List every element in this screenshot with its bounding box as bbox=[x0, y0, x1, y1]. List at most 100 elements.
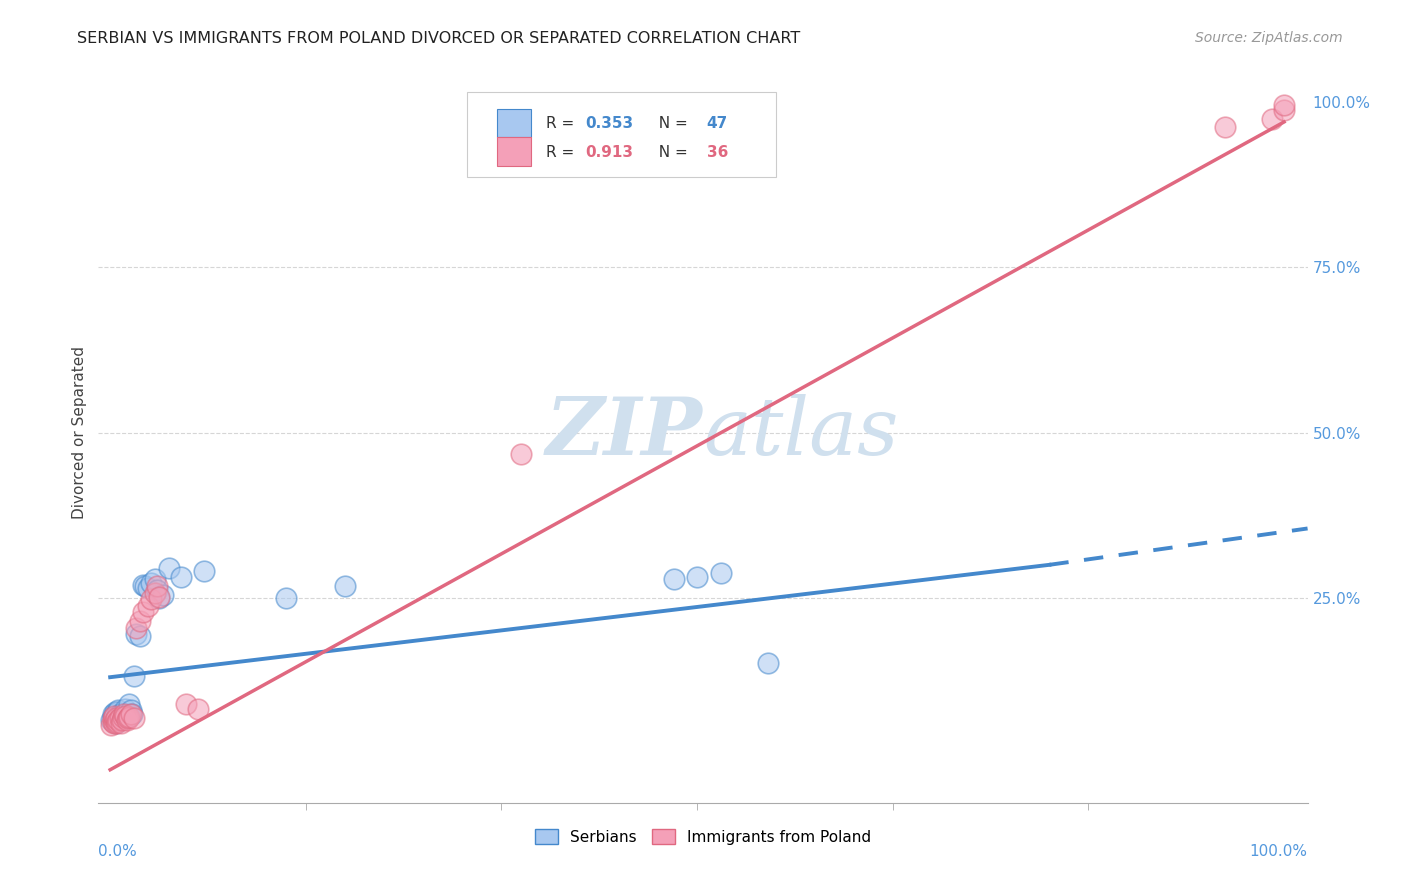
Point bbox=[111, 713, 134, 727]
Point bbox=[148, 591, 170, 605]
Point bbox=[108, 711, 131, 725]
Text: ZIP: ZIP bbox=[546, 394, 703, 471]
Point bbox=[104, 705, 127, 719]
Point bbox=[333, 579, 356, 593]
Point bbox=[136, 581, 159, 595]
Point bbox=[132, 606, 155, 620]
Point bbox=[104, 713, 127, 727]
Point bbox=[103, 711, 125, 725]
Text: R =: R = bbox=[546, 116, 579, 131]
Point bbox=[111, 706, 134, 721]
Point bbox=[105, 716, 128, 731]
Y-axis label: Divorced or Separated: Divorced or Separated bbox=[72, 346, 87, 519]
Point bbox=[120, 706, 142, 721]
Point bbox=[143, 573, 166, 587]
Point bbox=[143, 585, 166, 599]
Point bbox=[125, 621, 148, 635]
Text: 0.913: 0.913 bbox=[586, 145, 634, 160]
Point bbox=[104, 713, 127, 727]
Point bbox=[105, 716, 128, 731]
Point bbox=[101, 715, 124, 730]
Point bbox=[169, 570, 191, 584]
Point bbox=[105, 708, 128, 723]
Point bbox=[510, 447, 533, 461]
Point bbox=[112, 708, 135, 723]
Point bbox=[107, 703, 129, 717]
Point bbox=[122, 711, 145, 725]
FancyBboxPatch shape bbox=[498, 109, 531, 136]
Text: 0.353: 0.353 bbox=[586, 116, 634, 131]
Point bbox=[1272, 103, 1295, 117]
Point bbox=[103, 708, 125, 723]
Point bbox=[107, 713, 129, 727]
Text: 0.0%: 0.0% bbox=[98, 844, 138, 858]
Point bbox=[100, 718, 122, 732]
Point bbox=[1272, 98, 1295, 112]
Point bbox=[105, 711, 128, 725]
Point bbox=[134, 579, 156, 593]
Text: 36: 36 bbox=[707, 145, 728, 160]
Point bbox=[117, 711, 139, 725]
Point bbox=[148, 590, 170, 604]
Point bbox=[107, 713, 129, 727]
Point bbox=[146, 579, 169, 593]
Text: SERBIAN VS IMMIGRANTS FROM POLAND DIVORCED OR SEPARATED CORRELATION CHART: SERBIAN VS IMMIGRANTS FROM POLAND DIVORC… bbox=[77, 31, 800, 46]
Point bbox=[125, 627, 148, 641]
Point bbox=[128, 614, 150, 628]
Text: N =: N = bbox=[648, 145, 692, 160]
Text: atlas: atlas bbox=[703, 394, 898, 471]
Text: 47: 47 bbox=[707, 116, 728, 131]
Point bbox=[112, 711, 135, 725]
Point bbox=[276, 591, 298, 605]
Point bbox=[1261, 112, 1284, 126]
Point bbox=[117, 706, 139, 721]
Point bbox=[187, 702, 209, 716]
Point bbox=[146, 582, 169, 597]
Text: R =: R = bbox=[546, 145, 579, 160]
Point bbox=[662, 573, 685, 587]
Point bbox=[101, 710, 124, 724]
Point bbox=[101, 706, 124, 721]
Point bbox=[152, 588, 174, 602]
Point bbox=[111, 710, 134, 724]
Point bbox=[112, 710, 135, 724]
Point bbox=[105, 705, 128, 719]
Point bbox=[686, 570, 709, 584]
Text: 100.0%: 100.0% bbox=[1250, 844, 1308, 858]
Point bbox=[115, 713, 138, 727]
Point bbox=[105, 715, 128, 730]
Point bbox=[114, 702, 136, 716]
Point bbox=[120, 708, 142, 723]
Point bbox=[115, 710, 138, 724]
Text: N =: N = bbox=[648, 116, 692, 131]
Point bbox=[1215, 120, 1237, 135]
Text: Source: ZipAtlas.com: Source: ZipAtlas.com bbox=[1195, 31, 1343, 45]
Point bbox=[710, 566, 733, 580]
Point bbox=[122, 669, 145, 683]
Point bbox=[108, 710, 131, 724]
Point bbox=[157, 561, 180, 575]
FancyBboxPatch shape bbox=[498, 137, 531, 166]
Point bbox=[118, 697, 141, 711]
Point bbox=[136, 599, 159, 613]
Point bbox=[100, 713, 122, 727]
Point bbox=[110, 711, 132, 725]
Point bbox=[101, 711, 124, 725]
Point bbox=[128, 629, 150, 643]
Point bbox=[132, 577, 155, 591]
Point bbox=[105, 711, 128, 725]
Point bbox=[176, 697, 198, 711]
Legend: Serbians, Immigrants from Poland: Serbians, Immigrants from Poland bbox=[529, 822, 877, 851]
Point bbox=[141, 576, 163, 591]
Point bbox=[114, 708, 136, 723]
Point bbox=[141, 592, 163, 607]
Point bbox=[103, 716, 125, 731]
Point bbox=[112, 706, 135, 721]
Point bbox=[120, 703, 142, 717]
Point bbox=[193, 565, 215, 579]
Point bbox=[121, 706, 143, 721]
Point bbox=[756, 656, 779, 670]
Point bbox=[108, 706, 131, 721]
Point bbox=[110, 716, 132, 731]
Point bbox=[103, 708, 125, 723]
